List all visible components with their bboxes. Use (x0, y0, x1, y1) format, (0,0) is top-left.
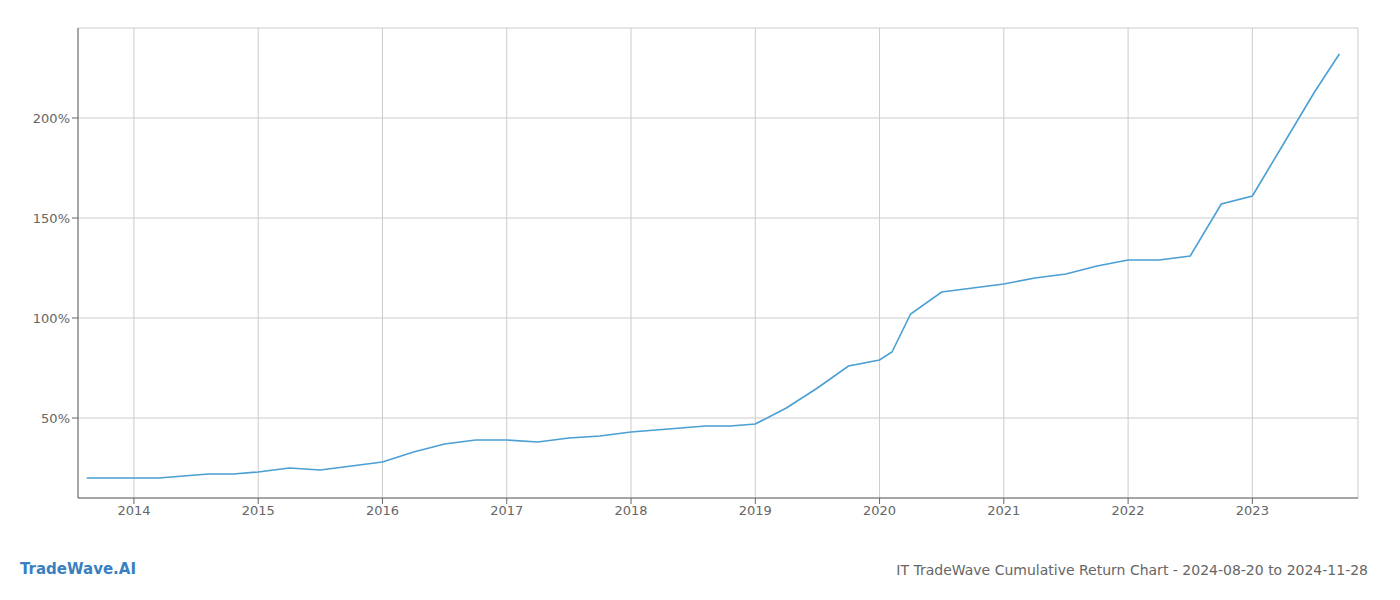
svg-text:2016: 2016 (366, 503, 399, 518)
svg-text:2014: 2014 (117, 503, 150, 518)
html-text:IT TradeWave Cumulative Return: IT TradeWave Cumulative Return Chart - 2… (896, 562, 1368, 578)
svg-text:200%: 200% (33, 111, 70, 126)
svg-text:2023: 2023 (1236, 503, 1269, 518)
html-text:TradeWave.AI: TradeWave.AI (20, 560, 136, 578)
svg-text:2015: 2015 (242, 503, 275, 518)
svg-text:2022: 2022 (1112, 503, 1145, 518)
svg-text:2017: 2017 (490, 503, 523, 518)
svg-text:50%: 50% (41, 411, 70, 426)
svg-text:2018: 2018 (614, 503, 647, 518)
svg-text:2021: 2021 (987, 503, 1020, 518)
svg-text:100%: 100% (33, 311, 70, 326)
svg-text:150%: 150% (33, 211, 70, 226)
svg-text:2019: 2019 (739, 503, 772, 518)
svg-text:2020: 2020 (863, 503, 896, 518)
